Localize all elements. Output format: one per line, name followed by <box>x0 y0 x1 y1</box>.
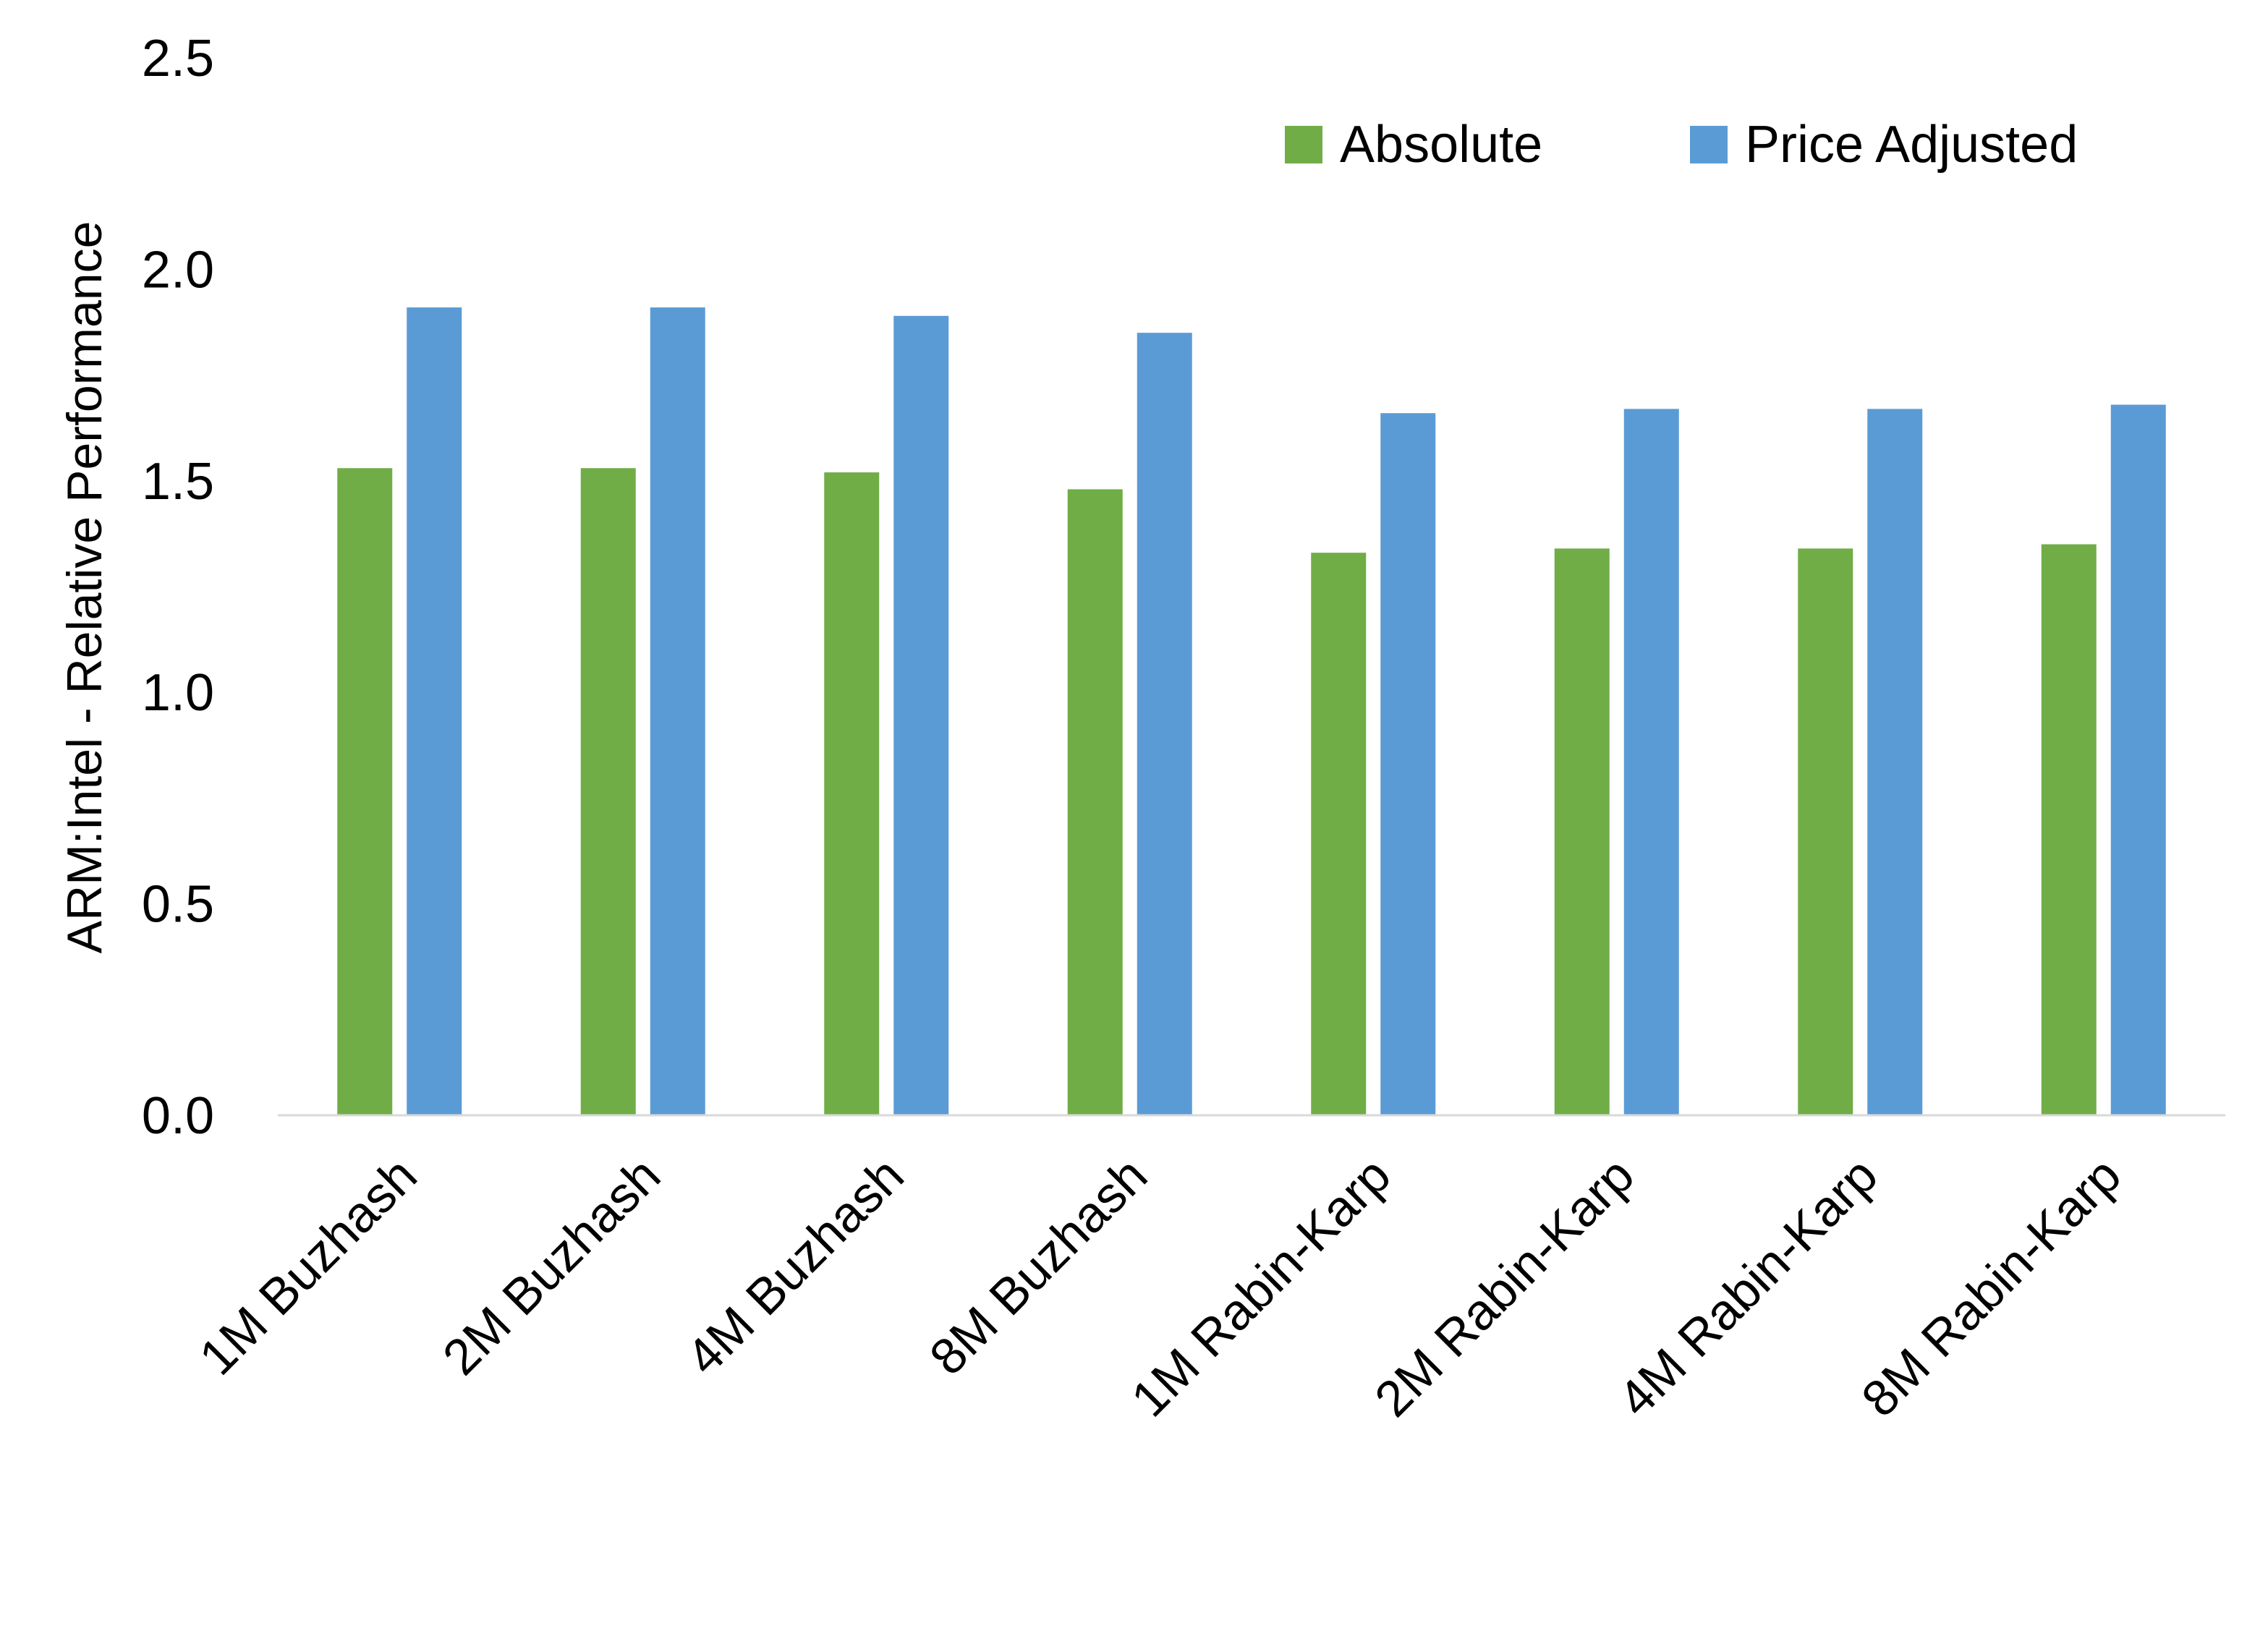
bar-absolute <box>580 468 636 1115</box>
bar-absolute <box>337 468 393 1115</box>
legend-swatch <box>1690 126 1728 163</box>
x-tick-label: 8M Rabin-Karp <box>1851 1146 2131 1427</box>
x-tick-label: 1M Buzhash <box>189 1146 428 1385</box>
bars <box>337 307 2166 1116</box>
bar-price-adjusted <box>1137 333 1192 1115</box>
y-tick-label: 1.0 <box>142 664 214 722</box>
bar-price-adjusted <box>893 315 949 1115</box>
x-tick-label: 4M Buzhash <box>676 1146 914 1385</box>
legend-label: Price Adjusted <box>1745 116 2078 174</box>
x-tick-label: 1M Rabin-Karp <box>1121 1146 1401 1427</box>
x-tick-label: 2M Buzhash <box>432 1146 671 1385</box>
bar-price-adjusted <box>2110 404 2166 1115</box>
bar-price-adjusted <box>1380 413 1436 1115</box>
y-tick-label: 1.5 <box>142 453 214 511</box>
y-tick-label: 0.5 <box>142 876 214 934</box>
bar-absolute <box>2041 544 2097 1115</box>
legend: Absolute Price Adjusted <box>1285 116 2078 174</box>
x-tick-label: 8M Buzhash <box>919 1146 1158 1385</box>
y-tick-label: 2.0 <box>142 241 214 299</box>
bar-absolute <box>1798 548 1853 1115</box>
x-tick-label: 2M Rabin-Karp <box>1364 1146 1644 1427</box>
bar-absolute <box>1554 548 1610 1115</box>
y-axis-label: ARM:Intel - Relative Performance <box>57 221 112 954</box>
y-axis-ticks: 0.0 0.5 1.0 1.5 2.0 2.5 <box>142 30 214 1145</box>
bar-price-adjusted <box>407 307 462 1116</box>
y-tick-label: 2.5 <box>142 30 214 88</box>
bar-price-adjusted <box>1867 409 1923 1115</box>
x-tick-label: 4M Rabin-Karp <box>1607 1146 1888 1427</box>
bar-absolute <box>1067 489 1123 1115</box>
y-tick-label: 0.0 <box>142 1087 214 1145</box>
x-axis-labels: 1M Buzhash 2M Buzhash 4M Buzhash 8M Buzhash… <box>189 1146 2132 1427</box>
bar-absolute <box>1311 553 1367 1115</box>
legend-label: Absolute <box>1340 116 1542 174</box>
legend-swatch <box>1285 126 1322 163</box>
bar-price-adjusted <box>1623 409 1679 1115</box>
bar-price-adjusted <box>650 307 705 1116</box>
bar-absolute <box>824 472 880 1115</box>
